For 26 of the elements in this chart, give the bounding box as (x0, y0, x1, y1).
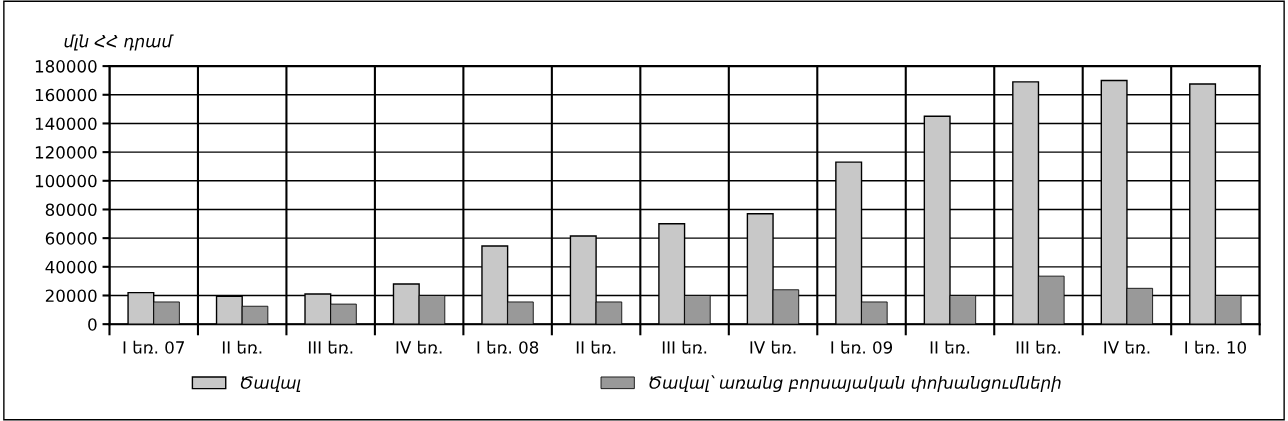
x-tick-label: I եռ. 10 (1185, 340, 1247, 354)
x-tick-label: III եռ. (1016, 340, 1061, 354)
x-tick-label: I եռ. 09 (831, 340, 893, 354)
y-tick-label: 0 (88, 318, 97, 331)
legend-label: Ծավալ (240, 375, 301, 393)
y-tick-label: 160000 (35, 88, 97, 102)
y-tick-label: 80000 (45, 203, 97, 217)
y-axis-title: մլն ՀՀ դրամ (64, 34, 174, 51)
x-tick-label: II եռ. (930, 340, 970, 354)
x-tick-label: I եռ. 07 (123, 340, 184, 354)
y-tick-label: 20000 (45, 289, 97, 303)
y-tick-label: 60000 (45, 232, 97, 245)
y-tick-label: 140000 (35, 117, 97, 131)
y-tick-label: 40000 (45, 260, 97, 274)
x-tick-label: III եռ. (662, 340, 707, 354)
x-tick-label: IV եռ. (396, 340, 442, 354)
y-tick-label: 180000 (35, 60, 97, 73)
legend-label: Ծավալ՝ առանց բորսայական փոխանցումների (649, 375, 1061, 393)
x-tick-label: III եռ. (308, 340, 353, 354)
y-tick-label: 100000 (35, 174, 97, 188)
x-tick-label: IV եռ. (750, 340, 796, 354)
x-tick-label: II եռ. (222, 340, 262, 354)
x-tick-label: I եռ. 08 (477, 340, 539, 354)
x-tick-label: II եռ. (576, 340, 616, 354)
x-tick-label: IV եռ. (1104, 340, 1150, 354)
y-tick-label: 120000 (35, 146, 97, 159)
